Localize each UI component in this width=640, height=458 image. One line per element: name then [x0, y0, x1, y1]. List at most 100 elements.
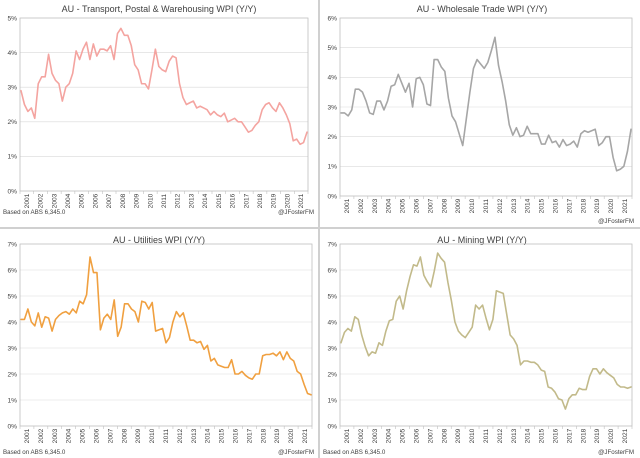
series-line: [340, 252, 632, 410]
x-tick-label: 2010: [149, 428, 156, 443]
x-tick-label: 2004: [65, 193, 72, 208]
x-tick-label: 2009: [135, 428, 142, 443]
chart-transport-panel: AU - Transport, Postal & Warehousing WPI…: [0, 0, 318, 227]
x-tick-label: 2011: [483, 429, 490, 444]
x-tick-label: 2017: [246, 428, 253, 443]
chart-utilities: AU - Utilities WPI (Y/Y) 0% 1% 2% 3% 4% 5% 6% 7…: [3, 235, 314, 456]
x-tick-label: 2002: [358, 428, 365, 443]
y-tick-label: 5%: [327, 45, 337, 52]
y-tick-label: 5%: [7, 293, 17, 300]
x-tick-label: 2015: [539, 428, 546, 443]
source-note: Based on ABS 6,345.0: [3, 449, 66, 456]
y-tick-label: 2%: [327, 134, 337, 141]
x-tick-label: 2012: [177, 428, 184, 443]
x-tick-label: 2015: [539, 198, 546, 213]
series-line: [340, 36, 632, 172]
x-tick-label: 2002: [358, 198, 365, 213]
x-tick-label: 2020: [288, 428, 295, 443]
x-tick-label: 2015: [216, 193, 223, 208]
y-tick-label: 5%: [327, 293, 337, 300]
y-tick-label: 3%: [327, 345, 337, 352]
x-tick-label: 2014: [202, 193, 209, 208]
x-tick-label: 2003: [372, 198, 379, 213]
x-tick-label: 2003: [52, 428, 59, 443]
x-tick-label: 2020: [284, 193, 291, 208]
y-tick-label: 4%: [327, 75, 337, 82]
source-note: Based on ABS 6,345.0: [3, 209, 66, 216]
chart-utilities-panel: AU - Utilities WPI (Y/Y) 0% 1% 2% 3% 4% 5% 6% 7…: [0, 231, 318, 458]
x-tick-label: 2018: [580, 428, 587, 443]
x-tick-label: 2009: [455, 198, 462, 213]
y-tick-label: 7%: [327, 241, 337, 248]
horizontal-divider: [0, 227, 640, 229]
source-note: Based on ABS 6,345.0: [323, 449, 386, 456]
x-tick-label: 2011: [163, 429, 170, 444]
y-tick-label: 0%: [327, 193, 337, 200]
x-tick-label: 2009: [134, 193, 141, 208]
x-tick-label: 2010: [469, 428, 476, 443]
x-tick-label: 2020: [608, 428, 615, 443]
y-tick-label: 1%: [7, 397, 17, 404]
y-tick-label: 3%: [327, 104, 337, 111]
chart-wholesale: AU - Wholesale Trade WPI (Y/Y) 0% 1% 2% 3% 4…: [327, 4, 634, 225]
x-tick-label: 2021: [302, 428, 309, 443]
y-tick-label: 4%: [7, 319, 17, 326]
x-tick-label: 2004: [386, 428, 393, 443]
chart-mining: AU - Mining WPI (Y/Y) 0% 1% 2% 3% 4% 5% 6% 7% 20…: [323, 235, 634, 456]
x-tick-label: 2013: [188, 193, 195, 208]
x-tick-label: 2007: [106, 193, 113, 208]
y-tick-label: 0%: [7, 188, 17, 195]
x-tick-label: 2013: [191, 428, 198, 443]
chart-wholesale-panel: AU - Wholesale Trade WPI (Y/Y) 0% 1% 2% 3% 4…: [320, 0, 638, 227]
x-tick-label: 2012: [175, 193, 182, 208]
chart-title: AU - Mining WPI (Y/Y): [437, 235, 527, 245]
x-tick-label: 2001: [24, 193, 31, 208]
y-tick-label: 5%: [7, 15, 17, 22]
x-tick-label: 2012: [497, 198, 504, 213]
chart-title: AU - Utilities WPI (Y/Y): [113, 235, 205, 245]
x-tick-label: 2002: [38, 428, 45, 443]
y-tick-label: 4%: [327, 319, 337, 326]
y-tick-label: 0%: [7, 423, 17, 430]
x-tick-label: 2006: [92, 193, 99, 208]
x-tick-label: 2008: [121, 428, 128, 443]
x-tick-label: 2017: [566, 198, 573, 213]
x-tick-label: 2008: [441, 198, 448, 213]
x-tick-label: 2007: [427, 428, 434, 443]
series-line: [20, 27, 308, 146]
x-tick-label: 2001: [24, 428, 31, 443]
x-tick-label: 2014: [525, 428, 532, 443]
x-tick-label: 2016: [230, 193, 237, 208]
x-tick-label: 2005: [400, 198, 407, 213]
vertical-divider: [318, 0, 320, 458]
author-credit: @JFosterFM: [598, 218, 634, 225]
x-tick-label: 2001: [344, 428, 351, 443]
y-tick-label: 3%: [7, 345, 17, 352]
x-tick-label: 2010: [147, 193, 154, 208]
x-tick-label: 2004: [66, 428, 73, 443]
x-tick-label: 2017: [566, 428, 573, 443]
x-tick-label: 2006: [413, 428, 420, 443]
y-tick-label: 2%: [7, 119, 17, 126]
chart-mining-panel: AU - Mining WPI (Y/Y) 0% 1% 2% 3% 4% 5% 6% 7% 20…: [320, 231, 638, 458]
x-tick-label: 2011: [161, 194, 168, 209]
x-tick-label: 2016: [553, 198, 560, 213]
x-tick-label: 2007: [107, 428, 114, 443]
x-tick-label: 2008: [441, 428, 448, 443]
x-tick-label: 2018: [580, 198, 587, 213]
x-tick-label: 2012: [497, 428, 504, 443]
x-tick-label: 2006: [413, 198, 420, 213]
y-tick-label: 1%: [7, 154, 17, 161]
x-tick-label: 2001: [344, 198, 351, 213]
x-tick-label: 2003: [372, 428, 379, 443]
y-tick-label: 0%: [327, 423, 337, 430]
x-tick-label: 2003: [51, 193, 58, 208]
x-tick-label: 2007: [427, 198, 434, 213]
author-credit: @JFosterFM: [278, 449, 314, 456]
x-tick-label: 2019: [274, 428, 281, 443]
x-tick-label: 2019: [594, 428, 601, 443]
x-tick-label: 2014: [525, 198, 532, 213]
x-tick-label: 2013: [511, 428, 518, 443]
x-tick-label: 2017: [243, 193, 250, 208]
y-tick-label: 2%: [327, 371, 337, 378]
